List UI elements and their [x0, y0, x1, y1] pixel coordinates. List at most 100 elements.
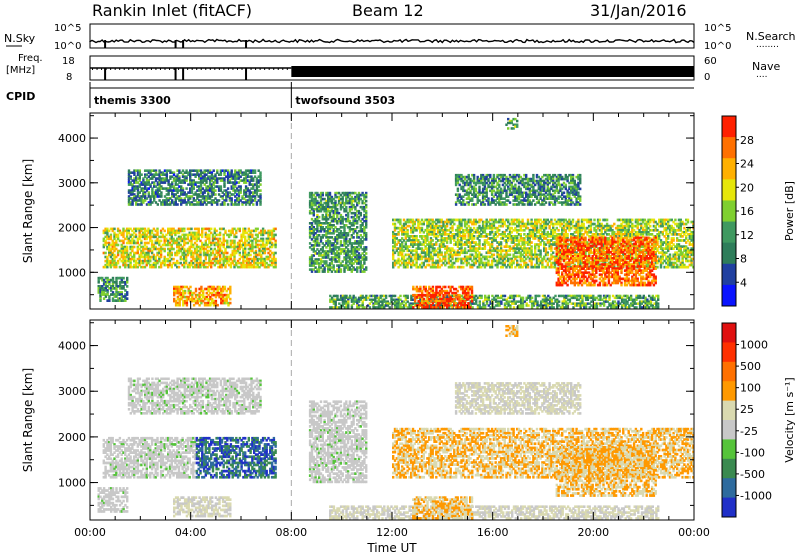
power-cell [171, 254, 173, 257]
power-cell [115, 266, 117, 269]
power-cell [229, 298, 231, 301]
power-cell [432, 239, 434, 242]
power-cell [235, 236, 237, 239]
power-cell [446, 225, 448, 228]
cpid-label: CPID [6, 90, 35, 103]
power-cell [504, 295, 506, 298]
power-cell [219, 234, 221, 237]
nsky-tick-top: 10^5 [54, 23, 81, 34]
power-cell [369, 306, 371, 309]
power-cell [596, 306, 598, 309]
power-cell [249, 254, 251, 257]
power-cell [238, 203, 240, 206]
power-cell [185, 179, 187, 182]
power-cell [254, 171, 256, 174]
power-cell [171, 266, 173, 269]
power-cell [347, 306, 349, 309]
power-cell [451, 258, 453, 261]
power-cell [557, 229, 559, 232]
power-cell [274, 246, 276, 249]
power-cell [210, 228, 212, 231]
freq-label-2: [MHz] [6, 65, 35, 76]
power-cell [512, 262, 514, 265]
power-cell [414, 223, 416, 226]
power-cell [385, 297, 387, 300]
power-cell [513, 306, 515, 309]
power-cell [235, 232, 237, 235]
power-cell [558, 300, 560, 303]
power-cell [399, 295, 401, 298]
power-cell [252, 179, 254, 182]
power-cell [462, 266, 464, 269]
power-cell [446, 241, 448, 244]
power-cell [603, 304, 605, 307]
power-cell [164, 250, 166, 253]
power-cell [641, 306, 643, 309]
nsearch-dots: ........ [756, 40, 779, 50]
power-cell [157, 203, 159, 206]
power-cell [657, 306, 659, 309]
power-cell [259, 183, 261, 186]
power-cell [195, 290, 197, 293]
power-cell [274, 266, 276, 269]
power-cell [227, 203, 229, 206]
power-cell [98, 281, 100, 284]
power-cell [117, 254, 119, 257]
power-cell [608, 299, 610, 302]
date-title: 31/Jan/2016 [590, 1, 687, 20]
power-cell [496, 266, 498, 269]
power-cell [414, 300, 416, 303]
power-cell [509, 254, 511, 257]
power-cell [225, 199, 227, 202]
power-cell [205, 181, 207, 184]
power-cell [223, 203, 225, 206]
power-cell [216, 203, 218, 206]
power-cell [193, 187, 195, 190]
power-cell [108, 299, 110, 302]
power-cell [119, 266, 121, 269]
power-cell [257, 228, 259, 231]
power-cell [527, 266, 529, 269]
power-cell [160, 266, 162, 269]
power-cell [527, 304, 529, 307]
power-cell [201, 236, 203, 239]
power-cell [215, 230, 217, 233]
power-cell [224, 266, 226, 269]
power-cell [167, 193, 169, 196]
power-cell [259, 189, 261, 192]
power-cell [256, 203, 258, 206]
power-cell [117, 262, 119, 265]
power-cell [565, 306, 567, 309]
power-cell [126, 297, 128, 300]
power-cell [491, 266, 493, 269]
power-data-cells [98, 118, 695, 309]
power-cell [172, 258, 174, 261]
nave-dots: .... [756, 70, 767, 80]
power-cell [226, 252, 228, 255]
power-cell [547, 254, 549, 257]
power-cell [426, 306, 428, 309]
power-cell [498, 229, 500, 232]
power-cell [122, 242, 124, 245]
power-cell [230, 266, 232, 269]
power-cell [530, 241, 532, 244]
power-cell [126, 293, 128, 296]
power-region [128, 169, 262, 205]
power-cell [406, 266, 408, 269]
power-cell [469, 306, 471, 309]
station-title: Rankin Inlet (fitACF) [92, 1, 252, 20]
power-cell [205, 258, 207, 261]
nsky-label: N.Sky [4, 32, 36, 45]
power-cell [223, 185, 225, 188]
power-cell [351, 306, 353, 309]
power-cell [155, 266, 157, 269]
power-cell [553, 306, 555, 309]
power-cell [435, 243, 437, 246]
power-cell [657, 299, 659, 302]
power-cell [133, 246, 135, 249]
power-cell [160, 240, 162, 243]
power-cell [484, 306, 486, 309]
power-cell [545, 227, 547, 230]
